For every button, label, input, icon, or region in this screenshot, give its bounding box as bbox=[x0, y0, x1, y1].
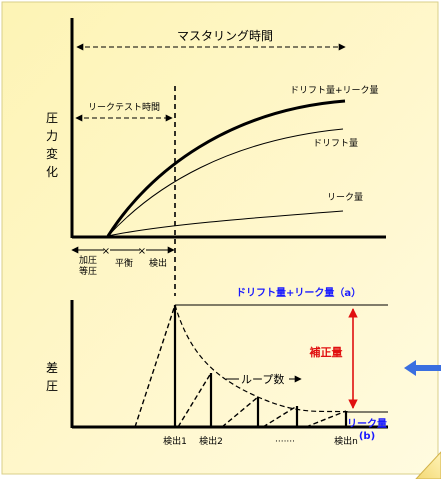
diff-pressure-label-1: 差 bbox=[46, 361, 58, 375]
pressure-label-3: 変 bbox=[46, 146, 58, 161]
curve-drift bbox=[107, 128, 344, 237]
page-curl-icon bbox=[415, 451, 441, 479]
phase-label-pressurize-1: 加圧 bbox=[79, 255, 97, 266]
phase-label-pressurize-2: 等圧 bbox=[79, 265, 97, 277]
pressure-label-1: 圧 bbox=[46, 111, 58, 125]
pressure-label-4: 化 bbox=[46, 165, 58, 179]
phase-label-detect: 検出 bbox=[149, 257, 167, 269]
diff-pressure-label-2: 圧 bbox=[46, 379, 58, 393]
tick-detect-n: 検出n bbox=[334, 435, 358, 447]
side-arrow-icon bbox=[404, 360, 441, 376]
curve-label-leak: リーク量 bbox=[327, 192, 363, 203]
phase-cross-1: × bbox=[102, 246, 110, 257]
ramp-4 bbox=[262, 405, 298, 428]
curve-label-total: ドリフト量+リーク量 bbox=[290, 85, 379, 96]
pressure-label-2: 力 bbox=[46, 129, 58, 143]
pressure-chart: マスタリング時間 リークテスト時間 圧 力 変 化 ドリフト量+リーク量 ドリフ… bbox=[46, 18, 386, 296]
curve-label-drift: ドリフト量 bbox=[313, 138, 358, 149]
loop-count-label: ループ数 bbox=[241, 373, 284, 386]
correction-label: 補正量 bbox=[309, 345, 343, 359]
curve-leak bbox=[107, 210, 344, 237]
ramp-2 bbox=[177, 372, 212, 428]
ramp-5 bbox=[305, 410, 347, 428]
differential-pressure-chart: 差 圧 ドリフト量+リーク量（a） 補正量 リーク量 (b) ループ数 検出 bbox=[46, 286, 388, 447]
phase-cross-2: × bbox=[138, 246, 146, 257]
tick-detect-1: 検出1 bbox=[163, 435, 187, 447]
total-label: ドリフト量+リーク量（a） bbox=[236, 286, 361, 299]
leak-sub-label: (b) bbox=[359, 431, 375, 442]
phase-label-balance: 平衡 bbox=[115, 257, 133, 269]
tick-dots: ······· bbox=[275, 437, 295, 447]
mastering-time-label: マスタリング時間 bbox=[177, 29, 273, 43]
ramp-1 bbox=[134, 304, 176, 428]
leak-test-time-label: リークテスト時間 bbox=[88, 102, 160, 113]
tick-detect-2: 検出2 bbox=[199, 435, 223, 447]
leak-label: リーク量 bbox=[347, 417, 387, 430]
curve-drift-plus-leak bbox=[106, 99, 346, 237]
decay-envelope bbox=[174, 304, 351, 413]
